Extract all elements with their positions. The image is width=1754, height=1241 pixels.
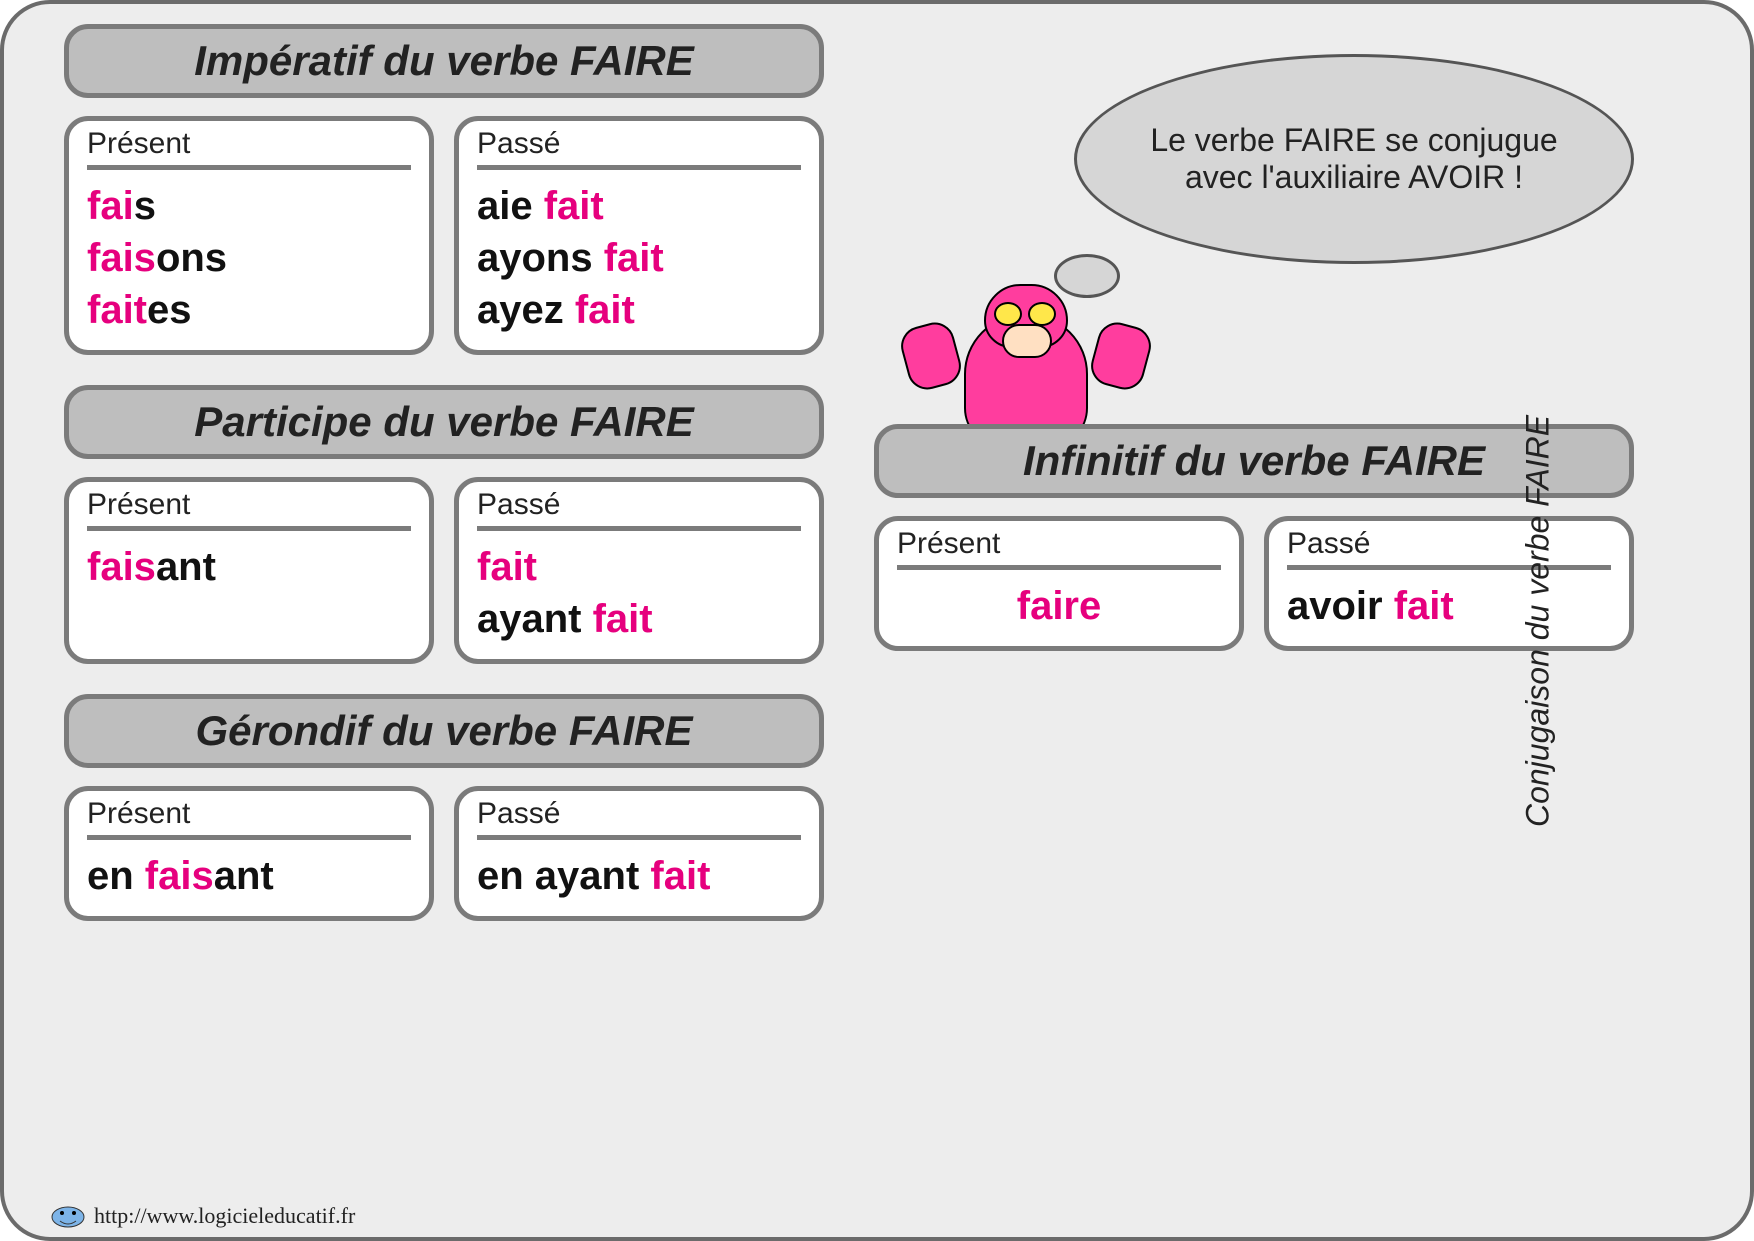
section-imperatif: Impératif du verbe FAIRE Présent fais fa…: [64, 24, 824, 355]
section-header-gerondif: Gérondif du verbe FAIRE: [64, 694, 824, 768]
card-title: Passé: [477, 797, 801, 840]
card-title: Présent: [87, 127, 411, 170]
card-gerondif-present: Présent en faisant: [64, 786, 434, 921]
card-title: Présent: [87, 797, 411, 840]
card-title: Présent: [897, 527, 1221, 570]
side-label: Conjugaison du verbe FAIRE: [1519, 414, 1556, 826]
card-title: Passé: [477, 127, 801, 170]
card-pair-participe: Présent faisant Passé faitayant fait: [64, 477, 824, 664]
footer-logo-icon: [48, 1197, 88, 1231]
card-infinitif-passe: Passé avoir fait: [1264, 516, 1634, 651]
card-body: faire: [897, 580, 1221, 632]
card-body: aie faitayons faitayez fait: [477, 180, 801, 336]
section-gerondif: Gérondif du verbe FAIRE Présent en faisa…: [64, 694, 824, 921]
card-body: faisant: [87, 541, 411, 593]
card-body: fais faisons faites: [87, 180, 411, 336]
page: Impératif du verbe FAIRE Présent fais fa…: [0, 0, 1754, 1241]
footer-url: http://www.logicieleducatif.fr: [94, 1203, 355, 1229]
card-title: Passé: [477, 488, 801, 531]
section-participe: Participe du verbe FAIRE Présent faisant…: [64, 385, 824, 664]
card-infinitif-present: Présent faire: [874, 516, 1244, 651]
speech-bubble: Le verbe FAIRE se conjugue avec l'auxili…: [1074, 54, 1634, 264]
card-body: avoir fait: [1287, 580, 1611, 632]
card-imperatif-passe: Passé aie faitayons faitayez fait: [454, 116, 824, 355]
section-header-participe: Participe du verbe FAIRE: [64, 385, 824, 459]
left-column: Impératif du verbe FAIRE Présent fais fa…: [64, 24, 824, 951]
card-pair-gerondif: Présent en faisant Passé en ayant fait: [64, 786, 824, 921]
card-body: faitayant fait: [477, 541, 801, 645]
card-participe-passe: Passé faitayant fait: [454, 477, 824, 664]
card-pair-imperatif: Présent fais faisons faites Passé aie fa…: [64, 116, 824, 355]
card-imperatif-present: Présent fais faisons faites: [64, 116, 434, 355]
speech-text: Le verbe FAIRE se conjugue avec l'auxili…: [1137, 122, 1571, 196]
card-body: en ayant fait: [477, 850, 801, 902]
card-participe-present: Présent faisant: [64, 477, 434, 664]
card-gerondif-passe: Passé en ayant fait: [454, 786, 824, 921]
card-title: Passé: [1287, 527, 1611, 570]
card-body: en faisant: [87, 850, 411, 902]
section-header-imperatif: Impératif du verbe FAIRE: [64, 24, 824, 98]
card-title: Présent: [87, 488, 411, 531]
